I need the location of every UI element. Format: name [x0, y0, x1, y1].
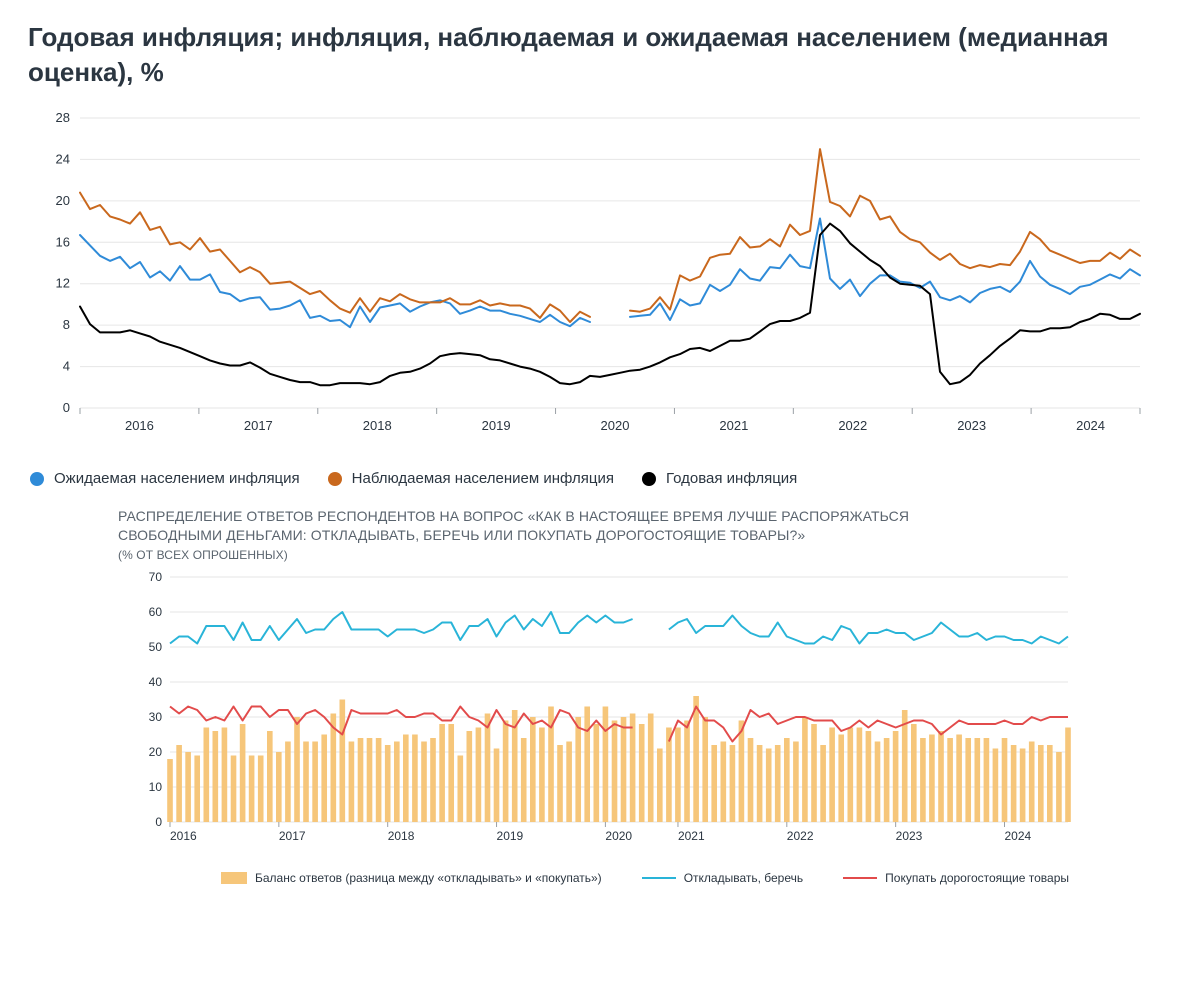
legend-swatch	[30, 472, 44, 486]
svg-text:2016: 2016	[170, 829, 197, 843]
legend-swatch	[221, 872, 247, 884]
svg-text:2017: 2017	[244, 418, 273, 433]
svg-text:24: 24	[56, 152, 70, 167]
inflation-chart: 0481216202428201620172018201920202021202…	[28, 108, 1172, 448]
legend-label: Покупать дорогостоящие товары	[885, 871, 1069, 885]
legend-item: Покупать дорогостоящие товары	[843, 871, 1069, 885]
svg-text:70: 70	[149, 570, 163, 584]
svg-text:16: 16	[56, 234, 70, 249]
svg-text:12: 12	[56, 276, 70, 291]
svg-text:60: 60	[149, 605, 163, 619]
svg-text:50: 50	[149, 640, 163, 654]
svg-text:0: 0	[155, 815, 162, 829]
legend-swatch	[642, 877, 676, 879]
svg-text:20: 20	[56, 193, 70, 208]
svg-text:2018: 2018	[363, 418, 392, 433]
svg-text:2016: 2016	[125, 418, 154, 433]
legend-label: Годовая инфляция	[666, 470, 797, 487]
svg-text:2019: 2019	[482, 418, 511, 433]
svg-text:0: 0	[63, 400, 70, 415]
svg-text:28: 28	[56, 110, 70, 125]
svg-text:2020: 2020	[605, 829, 632, 843]
survey-legend: Баланс ответов (разница между «откладыва…	[118, 871, 1172, 885]
svg-text:2023: 2023	[896, 829, 923, 843]
svg-text:2024: 2024	[1005, 829, 1032, 843]
svg-text:2021: 2021	[678, 829, 705, 843]
legend-item: Ожидаемая населением инфляция	[30, 470, 300, 487]
legend-item: Откладывать, беречь	[642, 871, 803, 885]
svg-text:10: 10	[149, 780, 163, 794]
svg-text:2020: 2020	[601, 418, 630, 433]
legend-item: Баланс ответов (разница между «откладыва…	[221, 871, 602, 885]
svg-text:2023: 2023	[957, 418, 986, 433]
survey-chart-title: РАСПРЕДЕЛЕНИЕ ОТВЕТОВ РЕСПОНДЕНТОВ НА ВО…	[118, 507, 1038, 563]
legend-swatch	[642, 472, 656, 486]
legend-label: Баланс ответов (разница между «откладыва…	[255, 871, 602, 885]
svg-text:20: 20	[149, 745, 163, 759]
svg-text:2022: 2022	[838, 418, 867, 433]
svg-text:2024: 2024	[1076, 418, 1105, 433]
svg-text:2022: 2022	[787, 829, 814, 843]
survey-title-line1: РАСПРЕДЕЛЕНИЕ ОТВЕТОВ РЕСПОНДЕНТОВ НА ВО…	[118, 508, 909, 524]
legend-label: Наблюдаемая населением инфляция	[352, 470, 614, 487]
survey-chart: 0 10 20 30 40 50 60 70 2016 2017 2018 2019 2020 2021 2…	[118, 563, 1172, 863]
inflation-legend: Ожидаемая населением инфляция Наблюдаемая…	[30, 470, 1172, 487]
legend-item: Наблюдаемая населением инфляция	[328, 470, 614, 487]
legend-swatch	[843, 877, 877, 879]
svg-text:2021: 2021	[719, 418, 748, 433]
svg-text:4: 4	[63, 359, 70, 374]
svg-text:2017: 2017	[279, 829, 306, 843]
svg-text:2018: 2018	[388, 829, 415, 843]
page-title: Годовая инфляция; инфляция, наблюдаемая …	[28, 20, 1128, 90]
svg-text:40: 40	[149, 675, 163, 689]
survey-title-line2: СВОБОДНЫМИ ДЕНЬГАМИ: ОТКЛАДЫВАТЬ, БЕРЕЧЬ…	[118, 527, 805, 543]
legend-item: Годовая инфляция	[642, 470, 797, 487]
svg-text:30: 30	[149, 710, 163, 724]
legend-swatch	[328, 472, 342, 486]
svg-text:2019: 2019	[497, 829, 524, 843]
svg-text:8: 8	[63, 317, 70, 332]
legend-label: Ожидаемая населением инфляция	[54, 470, 300, 487]
survey-title-unit: (% ОТ ВСЕХ ОПРОШЕННЫХ)	[118, 547, 1038, 563]
legend-label: Откладывать, беречь	[684, 871, 803, 885]
